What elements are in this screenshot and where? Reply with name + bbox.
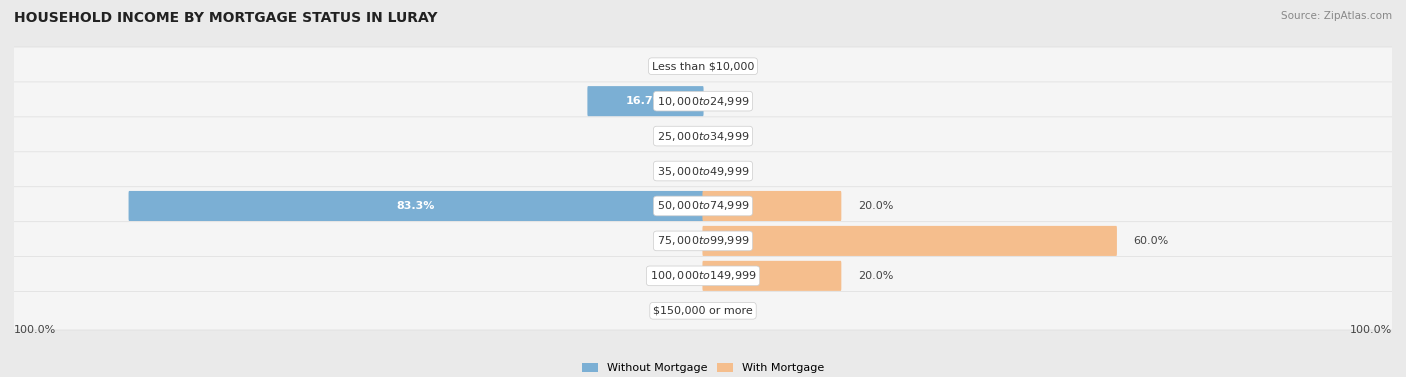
FancyBboxPatch shape — [0, 187, 1406, 225]
Text: $10,000 to $24,999: $10,000 to $24,999 — [657, 95, 749, 108]
Text: $100,000 to $149,999: $100,000 to $149,999 — [650, 269, 756, 282]
Text: Less than $10,000: Less than $10,000 — [652, 61, 754, 71]
FancyBboxPatch shape — [0, 47, 1406, 86]
Text: 16.7%: 16.7% — [626, 96, 665, 106]
Text: $25,000 to $34,999: $25,000 to $34,999 — [657, 130, 749, 143]
FancyBboxPatch shape — [0, 291, 1406, 330]
Text: 100.0%: 100.0% — [14, 325, 56, 335]
Text: 83.3%: 83.3% — [396, 201, 436, 211]
FancyBboxPatch shape — [703, 226, 1116, 256]
Text: $50,000 to $74,999: $50,000 to $74,999 — [657, 199, 749, 213]
Legend: Without Mortgage, With Mortgage: Without Mortgage, With Mortgage — [578, 359, 828, 377]
FancyBboxPatch shape — [0, 152, 1406, 190]
FancyBboxPatch shape — [0, 257, 1406, 295]
Text: 0.0%: 0.0% — [654, 271, 682, 281]
Text: 0.0%: 0.0% — [724, 131, 752, 141]
Text: $35,000 to $49,999: $35,000 to $49,999 — [657, 164, 749, 178]
Text: 0.0%: 0.0% — [654, 236, 682, 246]
Text: 0.0%: 0.0% — [724, 306, 752, 316]
Text: 0.0%: 0.0% — [654, 306, 682, 316]
Text: 0.0%: 0.0% — [654, 61, 682, 71]
FancyBboxPatch shape — [0, 117, 1406, 155]
Text: $150,000 or more: $150,000 or more — [654, 306, 752, 316]
Text: 0.0%: 0.0% — [654, 131, 682, 141]
Text: 20.0%: 20.0% — [858, 201, 893, 211]
Text: 0.0%: 0.0% — [724, 61, 752, 71]
Text: 0.0%: 0.0% — [654, 166, 682, 176]
FancyBboxPatch shape — [588, 86, 703, 116]
FancyBboxPatch shape — [703, 261, 841, 291]
FancyBboxPatch shape — [703, 191, 841, 221]
FancyBboxPatch shape — [0, 82, 1406, 120]
FancyBboxPatch shape — [0, 222, 1406, 260]
Text: Source: ZipAtlas.com: Source: ZipAtlas.com — [1281, 11, 1392, 21]
Text: 60.0%: 60.0% — [1133, 236, 1168, 246]
Text: 0.0%: 0.0% — [724, 166, 752, 176]
Text: 100.0%: 100.0% — [1350, 325, 1392, 335]
Text: HOUSEHOLD INCOME BY MORTGAGE STATUS IN LURAY: HOUSEHOLD INCOME BY MORTGAGE STATUS IN L… — [14, 11, 437, 25]
Text: 20.0%: 20.0% — [858, 271, 893, 281]
Text: $75,000 to $99,999: $75,000 to $99,999 — [657, 234, 749, 247]
Text: 0.0%: 0.0% — [724, 96, 752, 106]
FancyBboxPatch shape — [128, 191, 703, 221]
